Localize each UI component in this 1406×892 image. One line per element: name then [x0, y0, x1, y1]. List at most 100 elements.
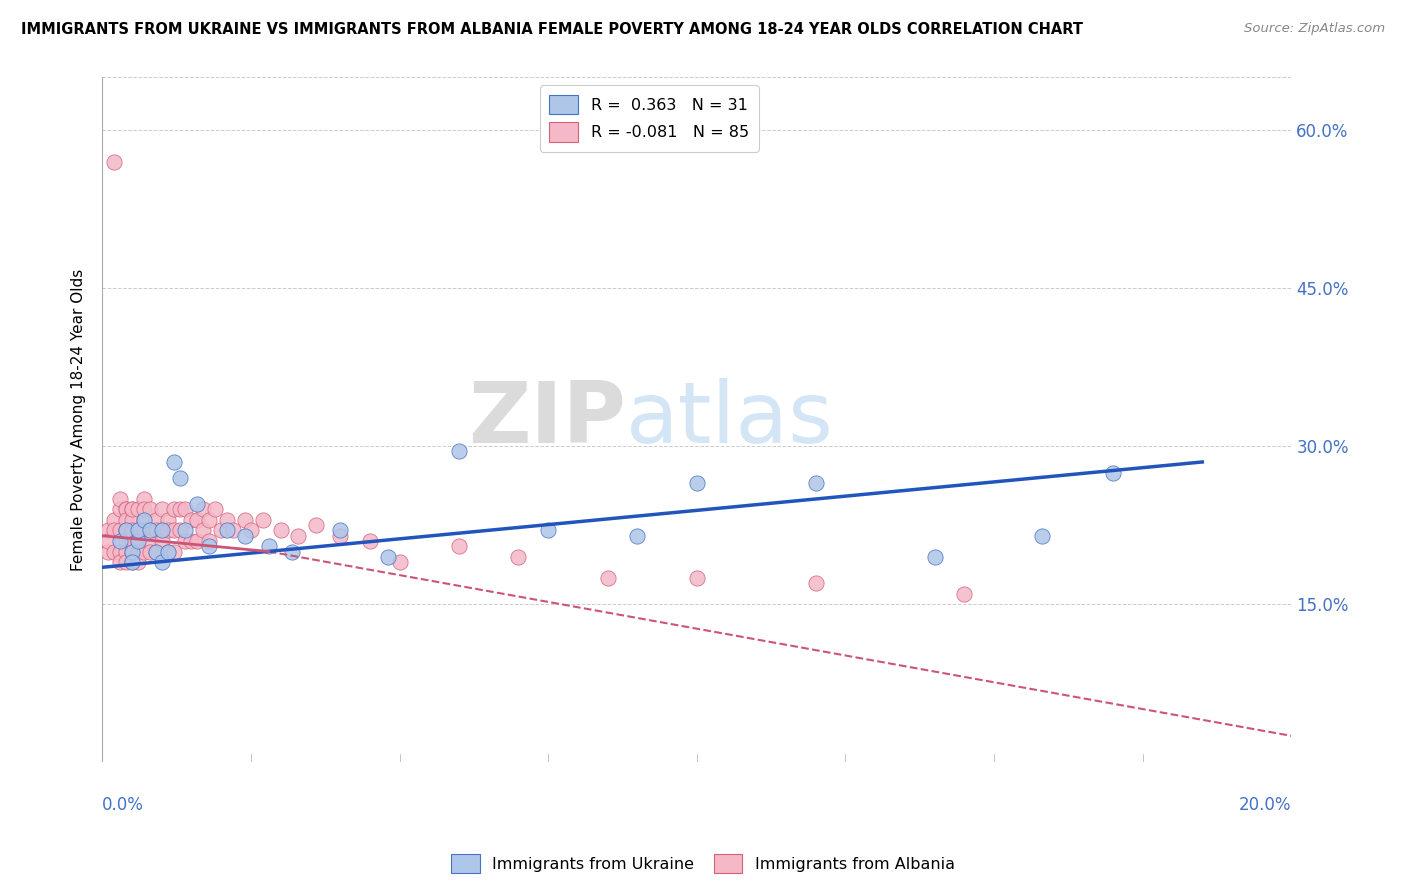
Point	[121, 544, 143, 558]
Point	[233, 529, 256, 543]
Point	[180, 533, 202, 548]
Point	[305, 518, 328, 533]
Point	[270, 524, 292, 538]
Point	[121, 524, 143, 538]
Point	[186, 513, 208, 527]
Point	[139, 533, 162, 548]
Point	[127, 502, 149, 516]
Point	[127, 533, 149, 548]
Point	[287, 529, 309, 543]
Point	[281, 544, 304, 558]
Point	[1031, 529, 1053, 543]
Point	[953, 587, 976, 601]
Text: atlas: atlas	[626, 378, 834, 461]
Point	[156, 544, 179, 558]
Point	[804, 476, 827, 491]
Point	[127, 524, 149, 538]
Point	[97, 544, 120, 558]
Point	[115, 502, 138, 516]
Point	[132, 502, 155, 516]
Point	[924, 549, 946, 564]
Point	[103, 513, 125, 527]
Point	[115, 544, 138, 558]
Point	[97, 524, 120, 538]
Point	[537, 524, 560, 538]
Point	[139, 544, 162, 558]
Point	[121, 524, 143, 538]
Point	[103, 154, 125, 169]
Legend: R =  0.363   N = 31, R = -0.081   N = 85: R = 0.363 N = 31, R = -0.081 N = 85	[540, 86, 759, 152]
Point	[121, 555, 143, 569]
Point	[204, 502, 226, 516]
Point	[115, 502, 138, 516]
Point	[108, 502, 131, 516]
Text: ZIP: ZIP	[468, 378, 626, 461]
Point	[239, 524, 262, 538]
Point	[198, 513, 221, 527]
Point	[132, 513, 155, 527]
Point	[115, 524, 138, 538]
Point	[139, 502, 162, 516]
Text: Source: ZipAtlas.com: Source: ZipAtlas.com	[1244, 22, 1385, 36]
Point	[217, 513, 239, 527]
Point	[121, 502, 143, 516]
Point	[121, 533, 143, 548]
Point	[115, 513, 138, 527]
Point	[1102, 466, 1125, 480]
Point	[132, 544, 155, 558]
Point	[115, 533, 138, 548]
Point	[121, 544, 143, 558]
Point	[174, 524, 197, 538]
Point	[686, 476, 709, 491]
Point	[209, 524, 232, 538]
Point	[169, 471, 191, 485]
Point	[150, 524, 173, 538]
Point	[252, 513, 274, 527]
Y-axis label: Female Poverty Among 18-24 Year Olds: Female Poverty Among 18-24 Year Olds	[72, 268, 86, 571]
Point	[127, 544, 149, 558]
Point	[127, 524, 149, 538]
Point	[139, 524, 162, 538]
Point	[108, 555, 131, 569]
Point	[108, 533, 131, 548]
Point	[193, 524, 215, 538]
Point	[169, 502, 191, 516]
Point	[217, 524, 239, 538]
Point	[139, 524, 162, 538]
Point	[121, 513, 143, 527]
Point	[145, 513, 167, 527]
Point	[145, 544, 167, 558]
Point	[626, 529, 648, 543]
Point	[233, 513, 256, 527]
Point	[186, 497, 208, 511]
Point	[108, 491, 131, 506]
Point	[103, 524, 125, 538]
Point	[132, 513, 155, 527]
Point	[186, 533, 208, 548]
Point	[115, 524, 138, 538]
Point	[198, 539, 221, 553]
Text: IMMIGRANTS FROM UKRAINE VS IMMIGRANTS FROM ALBANIA FEMALE POVERTY AMONG 18-24 YE: IMMIGRANTS FROM UKRAINE VS IMMIGRANTS FR…	[21, 22, 1083, 37]
Point	[145, 524, 167, 538]
Point	[150, 533, 173, 548]
Point	[121, 502, 143, 516]
Point	[174, 533, 197, 548]
Point	[686, 571, 709, 585]
Point	[145, 544, 167, 558]
Point	[108, 544, 131, 558]
Point	[388, 555, 411, 569]
Point	[329, 529, 352, 543]
Point	[132, 491, 155, 506]
Point	[150, 555, 173, 569]
Point	[132, 524, 155, 538]
Point	[127, 555, 149, 569]
Point	[377, 549, 399, 564]
Point	[127, 533, 149, 548]
Point	[162, 544, 184, 558]
Legend: Immigrants from Ukraine, Immigrants from Albania: Immigrants from Ukraine, Immigrants from…	[444, 847, 962, 880]
Point	[198, 533, 221, 548]
Point	[156, 513, 179, 527]
Point	[447, 444, 470, 458]
Point	[150, 502, 173, 516]
Point	[508, 549, 530, 564]
